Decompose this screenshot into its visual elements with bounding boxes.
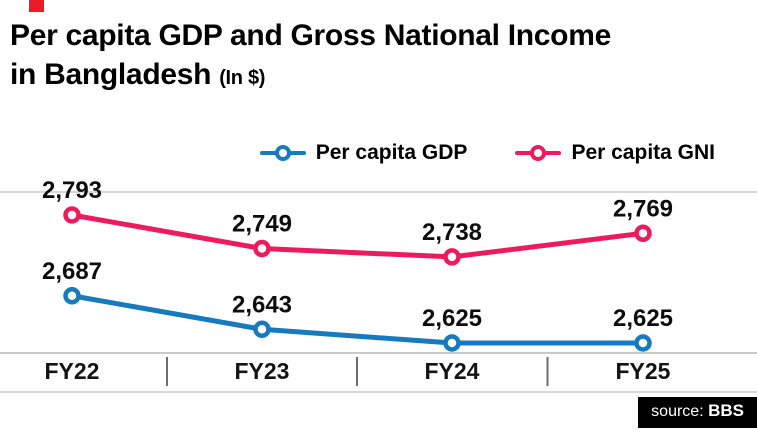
gdp-point-FY23 [253, 320, 271, 339]
gni-value-label: 2,769 [613, 195, 673, 222]
legend: Per capita GDP Per capita GNI [0, 140, 715, 166]
gni-point-FY25 [634, 224, 652, 243]
legend-item-gdp: Per capita GDP [259, 141, 468, 165]
gdp-value-label: 2,643 [232, 291, 292, 318]
legend-label-gni: Per capita GNI [571, 141, 715, 164]
gni-value-label: 2,793 [42, 180, 102, 204]
x-axis-label-FY22: FY22 [45, 358, 100, 384]
legend-item-gni: Per capita GNI [515, 141, 715, 165]
gni-value-label: 2,749 [232, 211, 292, 238]
source-badge: source: BBS [638, 397, 757, 428]
x-axis-label-FY23: FY23 [235, 358, 290, 384]
chart-title-text: Per capita GDP and Gross National Income… [10, 19, 611, 91]
gdp-value-label: 2,625 [613, 305, 673, 332]
gdp-point-FY24 [443, 334, 461, 352]
gni-point-FY24 [443, 248, 461, 266]
gdp-line-marker-icon [259, 144, 306, 162]
chart-title-unit: (In $) [219, 67, 266, 89]
legend-label-gdp: Per capita GDP [315, 141, 468, 164]
gdp-point-FY22 [63, 287, 81, 305]
gni-value-label: 2,738 [422, 219, 482, 246]
gni-line [69, 212, 646, 260]
source-name: BBS [708, 401, 744, 421]
gdp-legend-dot [274, 145, 291, 161]
chart-title: Per capita GDP and Gross National Income… [10, 16, 620, 94]
gdp-point-FY25 [634, 334, 652, 352]
accent-square [29, 0, 44, 12]
gni-point-FY23 [253, 239, 271, 258]
gdp-value-label: 2,687 [42, 258, 102, 285]
gni-point-FY22 [63, 206, 81, 224]
x-axis-label-FY25: FY25 [616, 358, 671, 384]
gni-legend-dot [530, 145, 547, 161]
gni-line-marker-icon [515, 144, 562, 162]
x-axis-label-FY24: FY24 [425, 358, 480, 384]
gdp-value-label: 2,625 [422, 305, 482, 332]
line-chart: 2,687 2,643 2,625 2,625 2,793 2,749 2,738 2,769… [0, 180, 757, 393]
source-prefix: source: [651, 403, 704, 421]
gdp-line [69, 293, 646, 346]
